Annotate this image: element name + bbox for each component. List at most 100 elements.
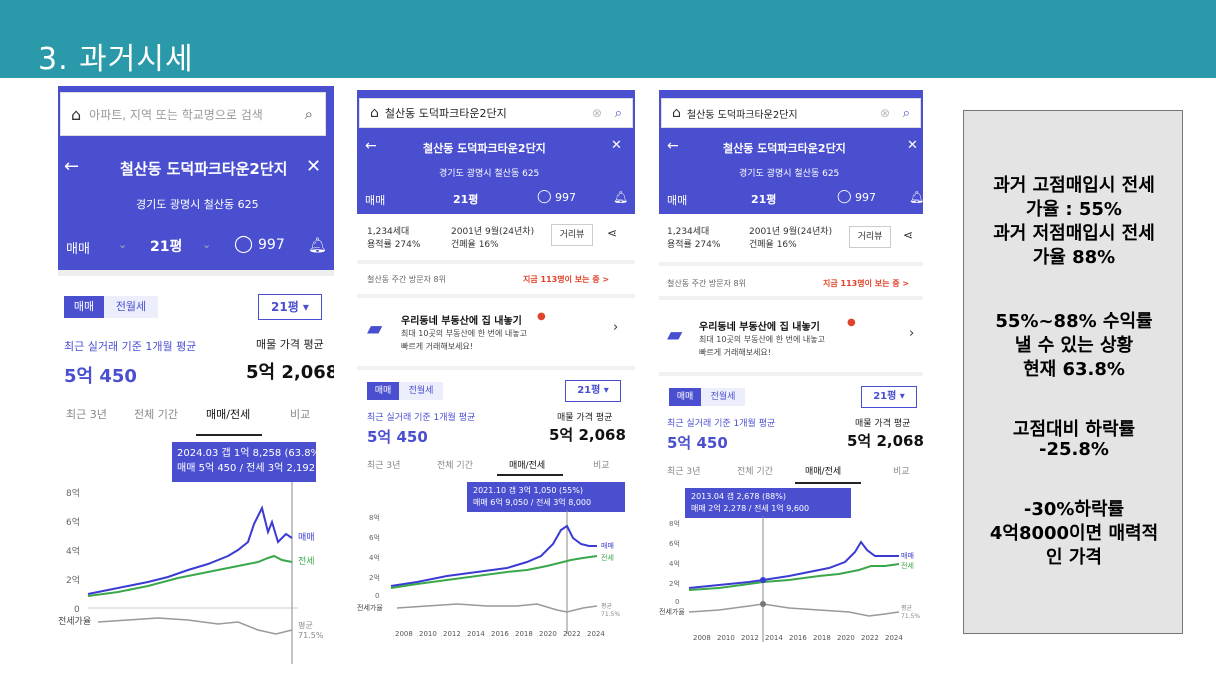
x-tick: 2016 <box>491 630 509 638</box>
new-badge: ● <box>847 317 856 328</box>
back-icon[interactable]: ← <box>64 156 80 177</box>
deal-type-select[interactable]: 매매 <box>66 242 90 257</box>
toggle-jeonse[interactable]: 전월세 <box>104 296 158 318</box>
y-tick: 4억 <box>66 545 80 557</box>
search-input[interactable]: 아파트, 지역 또는 학교명으로 검색 <box>89 107 263 122</box>
y-tick: 0 <box>675 598 679 606</box>
close-icon[interactable]: ✕ <box>611 138 622 153</box>
promo-desc-2: 빠르게 거래해보세요! <box>699 348 771 357</box>
street-view-button[interactable]: 거리뷰 <box>849 226 891 248</box>
deal-type-select[interactable]: 매매 <box>667 194 688 207</box>
tooltip-line1: 2024.03 갭 1억 8,258 (63.8%) <box>177 448 325 459</box>
x-axis: 2008 2010 2012 2014 2016 2018 2020 2022 … <box>395 630 605 638</box>
summary-line: -30%하락률 <box>1023 499 1125 520</box>
y-tick: 8억 <box>669 520 680 528</box>
tab-sale-jeonse[interactable]: 매매/전세 <box>805 467 842 477</box>
clear-icon[interactable]: ⊗ <box>879 106 890 120</box>
cursor-point <box>760 601 766 607</box>
tab-compare[interactable]: 비교 <box>290 408 311 421</box>
search-bar[interactable]: ⌂ 아파트, 지역 또는 학교명으로 검색 ⌕ <box>60 92 326 136</box>
back-icon[interactable]: ← <box>365 138 377 154</box>
share-icon[interactable]: ⋖ <box>903 228 914 242</box>
toggle-jeonse[interactable]: 전월세 <box>701 388 745 406</box>
listing-label: 매물 가격 평균 <box>557 413 613 423</box>
cursor-point <box>760 577 766 583</box>
deal-type-select[interactable]: 매매 <box>365 194 386 207</box>
tab-all-period[interactable]: 전체 기간 <box>737 467 773 477</box>
viewing-now-link[interactable]: 지금 113명이 보는 중 > <box>523 275 610 284</box>
sale-series-line <box>688 540 899 589</box>
search-bar[interactable]: ⌂ 철산동 도덕파크타운2단지 ⊗ ⌕ <box>661 98 921 128</box>
toggle-sale[interactable]: 매매 <box>64 296 104 318</box>
visitor-rank: 철산동 주간 방문자 8위 <box>367 275 446 284</box>
search-icon[interactable]: ⌕ <box>614 105 622 121</box>
y-tick: 8억 <box>66 487 80 499</box>
street-view-button[interactable]: 거리뷰 <box>551 224 593 246</box>
size-select[interactable]: 21평 <box>150 239 183 255</box>
search-bar[interactable]: ⌂ 철산동 도덕파크타운2단지 ⊗ ⌕ <box>359 98 633 128</box>
size-dropdown[interactable]: 21평 ▾ <box>258 294 322 320</box>
size-select[interactable]: 21평 <box>453 193 479 206</box>
tab-all-period[interactable]: 전체 기간 <box>134 408 178 421</box>
y-tick: 2억 <box>369 574 380 582</box>
bell-icon[interactable]: 🔔︎ <box>909 190 923 204</box>
search-input[interactable]: 철산동 도덕파크타운2단지 <box>686 109 798 121</box>
tab-sale-jeonse[interactable]: 매매/전세 <box>206 408 251 421</box>
close-icon[interactable]: ✕ <box>306 156 322 177</box>
comment-icon[interactable]: ◯ <box>537 189 552 204</box>
app-screenshot-2: ⌂ 철산동 도덕파크타운2단지 ⊗ ⌕ ← 철산동 도덕파크타운2단지 ✕ 경기… <box>357 90 635 654</box>
y-axis: 8억 6억 4억 2억 0 <box>669 520 680 606</box>
listing-value: 5억 2,068 <box>246 362 334 383</box>
tooltip-line2: 매매 2억 2,278 / 전세 1억 9,600 <box>691 504 810 513</box>
size-dropdown[interactable]: 21평 ▾ <box>861 386 917 408</box>
x-tick: 2010 <box>717 634 735 642</box>
coverage-ratio: 건폐율 16% <box>451 240 499 250</box>
size-dropdown[interactable]: 21평 ▾ <box>565 380 621 402</box>
listing-label: 매물 가격 평균 <box>855 419 911 429</box>
tab-recent-3y[interactable]: 최근 3년 <box>367 461 401 471</box>
home-icon[interactable]: ⌂ <box>672 105 681 121</box>
search-icon[interactable]: ⌕ <box>902 105 910 121</box>
promo-banner[interactable]: ▰ 우리동네 부동산에 집 내놓기 ● 최대 10곳의 부동산에 한 번에 내놓… <box>659 308 923 364</box>
back-icon[interactable]: ← <box>667 138 679 154</box>
avg-ratio-value: 71.5% <box>601 611 620 618</box>
price-chart[interactable]: 8억 6억 4억 2억 0 매매 전세 전세가율 평균 71.5% 2008 2… <box>357 510 635 654</box>
header-bar <box>0 0 1216 78</box>
share-icon[interactable]: ⋖ <box>607 226 618 240</box>
tab-sale-jeonse[interactable]: 매매/전세 <box>509 461 546 471</box>
tab-recent-3y[interactable]: 최근 3년 <box>667 467 701 477</box>
home-icon[interactable]: ⌂ <box>370 105 379 121</box>
x-tick: 2020 <box>539 630 557 638</box>
bell-icon[interactable]: 🔔︎ <box>613 190 629 204</box>
x-tick: 2018 <box>515 630 533 638</box>
x-tick: 2008 <box>693 634 711 642</box>
toggle-jeonse[interactable]: 전월세 <box>399 382 443 400</box>
built-year: 2001년 9월(24년차) <box>451 227 535 237</box>
toggle-sale[interactable]: 매매 <box>367 382 399 400</box>
clear-icon[interactable]: ⊗ <box>591 106 602 120</box>
summary-line: 인 가격 <box>1046 547 1102 568</box>
complex-name: 철산동 도덕파크타운2단지 <box>423 142 546 155</box>
tab-recent-3y[interactable]: 최근 3년 <box>66 408 107 421</box>
comment-icon[interactable]: ◯ <box>234 234 254 254</box>
size-select[interactable]: 21평 <box>751 193 777 206</box>
x-tick: 2012 <box>443 630 461 638</box>
tab-compare[interactable]: 비교 <box>893 467 910 477</box>
search-input[interactable]: 철산동 도덕파크타운2단지 <box>384 107 507 120</box>
close-icon[interactable]: ✕ <box>907 138 918 153</box>
tooltip: 2013.04 갭 2,678 (88%) 매매 2억 2,278 / 전세 1… <box>685 488 851 518</box>
toggle-sale[interactable]: 매매 <box>669 388 701 406</box>
tab-compare[interactable]: 비교 <box>593 461 610 471</box>
search-icon[interactable]: ⌕ <box>304 105 313 123</box>
price-chart[interactable]: 8억 6억 4억 2억 0 매매 전세 전세가율 평균 71.5% 2008 2… <box>659 516 923 654</box>
tooltip-line1: 2021.10 갭 3억 1,050 (55%) <box>473 486 583 495</box>
home-icon[interactable]: ⌂ <box>71 104 82 124</box>
tab-all-period[interactable]: 전체 기간 <box>437 461 473 471</box>
viewing-now-link[interactable]: 지금 113명이 보는 중 > <box>823 279 910 288</box>
comment-icon[interactable]: ◯ <box>837 189 852 204</box>
price-chart[interactable]: 8억 6억 4억 2억 0 매매 전세 전세가율 평균 71.5% <box>58 482 334 664</box>
x-tick: 2022 <box>563 630 581 638</box>
promo-banner[interactable]: ▰ 우리동네 부동산에 집 내놓기 ● 최대 10곳의 부동산에 한 번에 내놓… <box>357 302 635 358</box>
bell-icon[interactable]: 🔔︎ <box>308 236 328 254</box>
avg-ratio-value: 71.5% <box>298 631 324 640</box>
